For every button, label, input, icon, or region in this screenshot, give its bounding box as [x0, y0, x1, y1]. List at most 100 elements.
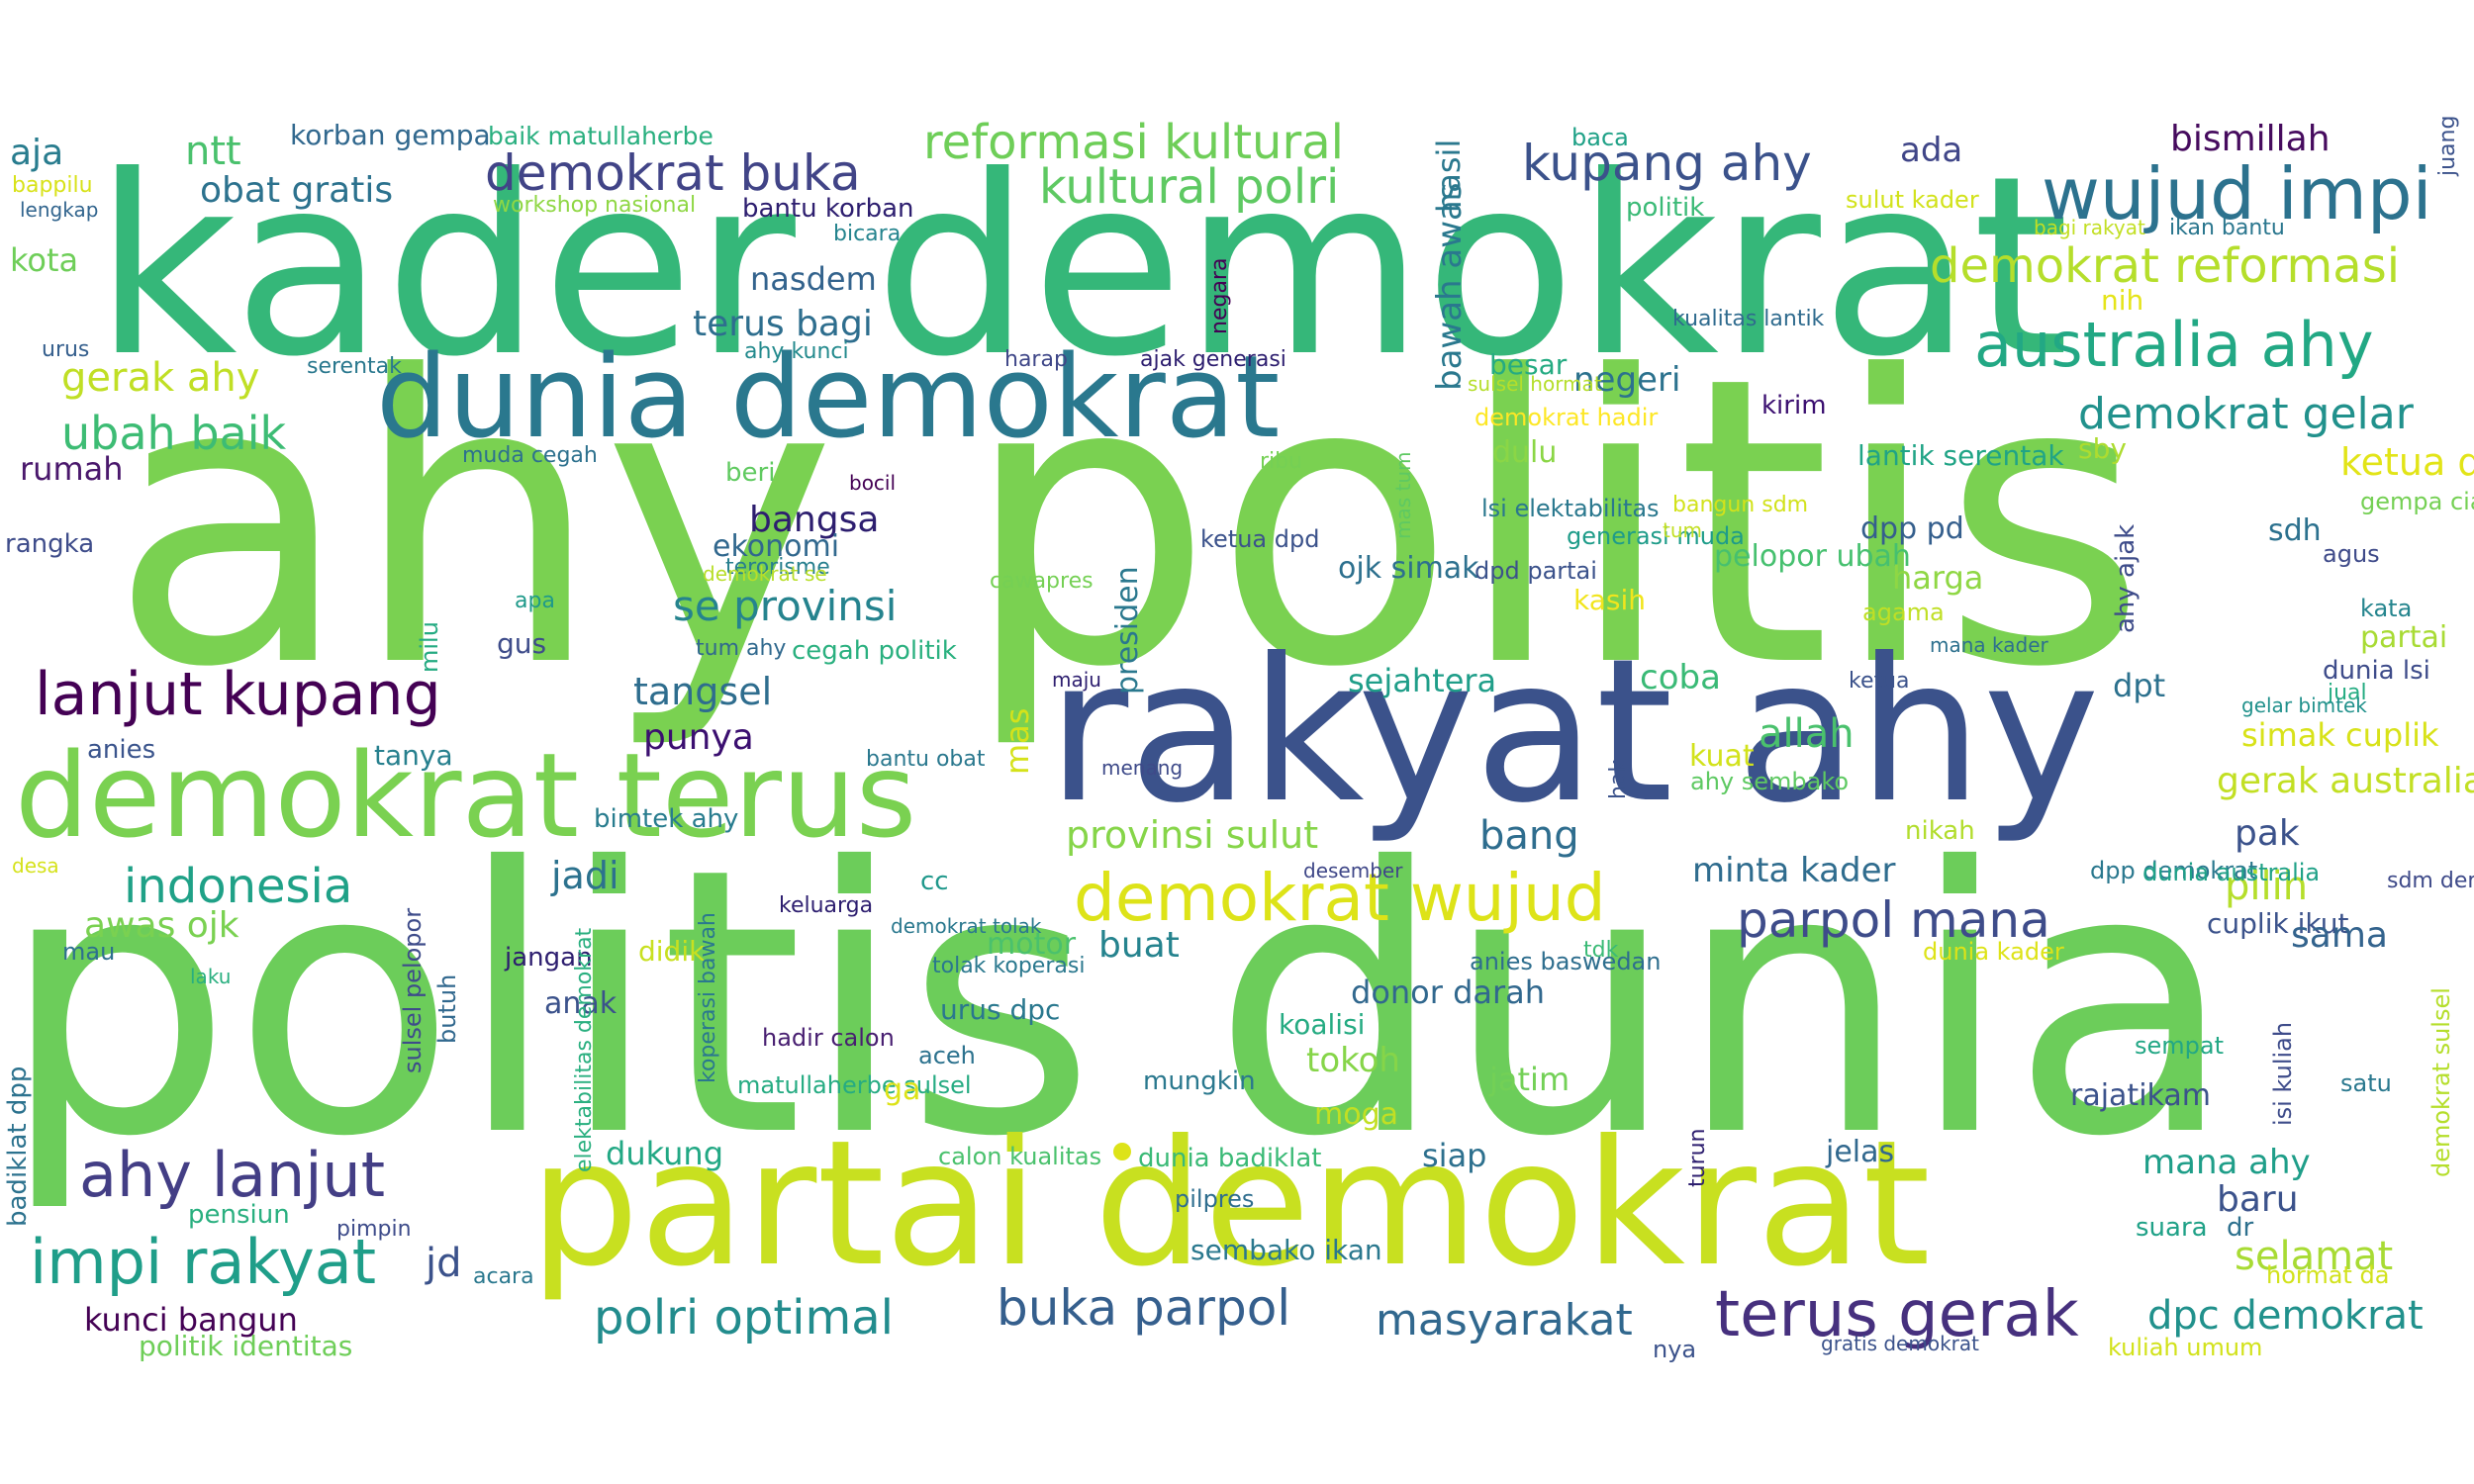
word-jadi: allah [1759, 711, 1855, 757]
word-matullaherbe-sulsel: dunia kader [1923, 938, 2064, 966]
word-lantik-serentak: negeri [1573, 360, 1681, 400]
word-mana-kader: presiden [1110, 566, 1145, 695]
word-sulut-kader: baca [1571, 124, 1629, 151]
word-sembako-ikan: dukung [606, 1135, 724, 1172]
word-cuplik-ikut: minta kader [1692, 851, 1896, 890]
word-motor: desember [1303, 859, 1403, 882]
word-laku: motor [987, 927, 1077, 962]
word-mas-tum: pimpin [336, 1217, 412, 1242]
word-demokrat-wujud: demokrat wujud [1074, 860, 1606, 936]
word-sdm-demokrat: nikah [1905, 816, 1975, 846]
word-politik: mas tum [1391, 451, 1415, 539]
word-ntt: ntt [185, 129, 241, 174]
word-buka-parpol: buka parpol [997, 1279, 1291, 1337]
word-ajak-generasi: muda cegah [462, 443, 598, 468]
word-bappilu: bappilu [12, 173, 93, 198]
word-cawapres: agus [2323, 540, 2380, 568]
word-hadir-calon: didik [638, 935, 706, 968]
word-urus-dpc: sama [2291, 915, 2388, 956]
word-anak: cuplik ikut [2207, 907, 2349, 940]
word-ahy-sembako: simak cuplik [2241, 716, 2439, 754]
word-bang: tanya [374, 739, 453, 772]
word-harap: rumah [20, 450, 124, 488]
word-dunia-demokrat: dunia demokrat [376, 331, 1281, 464]
word-provinsi-sulut: anies [87, 735, 156, 765]
word-bocil: urus [42, 337, 90, 362]
word-buat: cc [920, 867, 949, 896]
word-dunia-badiklat: badiklat dpp [3, 1066, 33, 1227]
word-baca: beri [725, 458, 776, 488]
word-mana-ahy: tokoh [1306, 1041, 1400, 1080]
word-hormat-da: calon kualitas [938, 1143, 1102, 1170]
word-agama: ketua dpd [1200, 525, 1320, 553]
word-terorisme: ahy ajak [2111, 523, 2141, 633]
word-bagi-rakyat: ada [1900, 131, 1963, 170]
word-korban-gempa: korban gempa [290, 119, 491, 151]
dot-mark [1113, 1143, 1131, 1160]
word-siap: hadir calon [762, 1024, 895, 1052]
word-cegah-politik: agama [1862, 599, 1945, 626]
word-demokrat-tolak: jadi [551, 854, 619, 897]
word-sama: pilih [2225, 864, 2309, 909]
word-coba: apa [515, 589, 555, 613]
word-mas: jd [426, 1241, 462, 1286]
word-ekonomi: tum [1663, 518, 1702, 542]
word-kuat: gelar bimtek [2241, 694, 2367, 717]
word-ketua: gus [497, 627, 547, 660]
word-demokrat-terus: demokrat terus [15, 727, 917, 864]
word-gerak-australia: sejahtera [1348, 662, 1497, 699]
word-dunia-australia: bang [1479, 813, 1579, 859]
word-turun: gratis demokrat [1821, 1332, 1979, 1355]
word-rakyat-ahy: rakyat ahy [1047, 616, 2101, 847]
word-harga: cawapres [990, 569, 1094, 594]
word-bicara: bicara [833, 222, 902, 246]
word-dunia-kader: buat [1098, 925, 1180, 966]
word-indonesia: indonesia [124, 859, 353, 914]
word-ada: bocil [849, 471, 897, 495]
word-agus: generasi muda [1567, 522, 1745, 550]
word-desember: hak [1606, 759, 1631, 799]
word-punya: partai [2360, 620, 2448, 655]
word-ojk-simak: ekonomi [713, 529, 840, 564]
word-mungkin: butuh [433, 974, 461, 1044]
word-ketua-dpd: bangsa [749, 500, 880, 540]
word-juang: suara [2136, 1213, 2208, 1243]
word-politis-dunia: politis dunia [0, 791, 2236, 1217]
word-demokrat-hadir: nih [2101, 284, 2144, 317]
word-tangsel: kata [2360, 595, 2413, 622]
word-reformasi-kultural: reformasi kultural [923, 115, 1344, 170]
word-gratis-demokrat: jelas [1826, 1135, 1895, 1169]
word-parpol-mana: parpol mana [1737, 891, 2050, 949]
word-aja: aja [10, 133, 64, 173]
word-tanya: ketua [1849, 669, 1910, 694]
word-pak: mas [999, 707, 1036, 775]
word-mau: dpp demokrat [2090, 857, 2258, 884]
word-australia-ahy: australia ahy [1974, 309, 2374, 381]
word-ubah-baik: ubah baik [61, 407, 287, 460]
word-ahy-politis: ahy politis [109, 294, 2147, 754]
word-nya: turun [1685, 1128, 1710, 1187]
word-pilpres: ga [884, 1072, 921, 1107]
word-demokrat-buka: demokrat buka [485, 144, 861, 202]
word-dr: jatim [1489, 1061, 1570, 1098]
word-jangan: dunia australia [2142, 859, 2321, 886]
word-rumah: negara [1207, 257, 1232, 334]
word-kasih: demokrat se [703, 562, 827, 586]
word-demokrat-sulsel: kuliah umum [2108, 1334, 2263, 1361]
word-rajatikam: koperasi bawah [696, 912, 720, 1083]
word-hasil: demokrat sulsel [2427, 987, 2455, 1177]
word-minta-kader: ahy sembako [1690, 768, 1850, 795]
word-kualitas-lantik: politik [1626, 193, 1705, 223]
word-simak-cuplik: punya [643, 717, 754, 758]
word-sulsel-hormat: ikan bantu [2169, 216, 2285, 240]
word-sulsel-pelopor: hormat da [2266, 1261, 2390, 1289]
word-demokrat-reformasi: demokrat reformasi [1930, 238, 2401, 294]
word-gelar-bimtek: tangsel [633, 670, 773, 713]
word-besar: sulut kader [1846, 186, 1979, 214]
word-badiklat-dpp: dpc demokrat [2147, 1293, 2424, 1339]
word-bimtek-ahy: gerak australia [2217, 761, 2474, 801]
word-rangka: harap [1004, 347, 1068, 372]
word-tum: ketua dpc [2340, 440, 2474, 484]
word-kunci-bangun: dunia badiklat [1138, 1144, 1322, 1173]
word-gerak-ahy: gerak ahy [61, 355, 260, 401]
